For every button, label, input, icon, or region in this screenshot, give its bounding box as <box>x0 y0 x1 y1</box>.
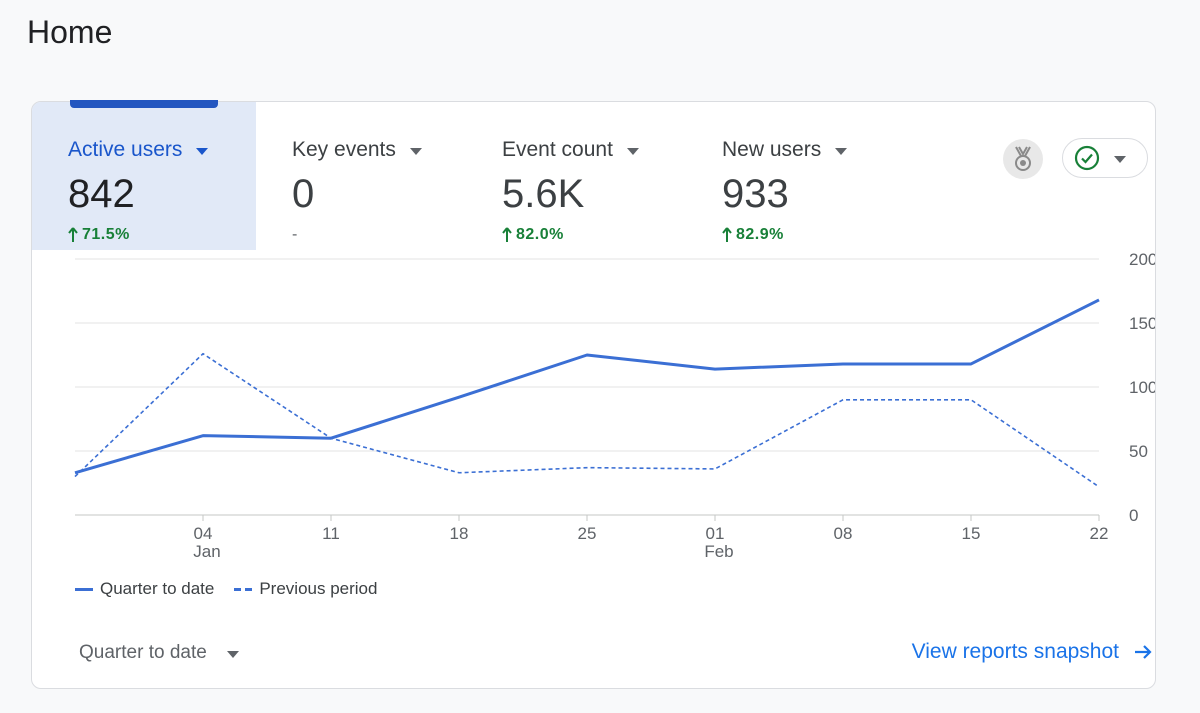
date-range-dropdown[interactable]: Quarter to date <box>79 642 239 664</box>
metric-tab-active-users[interactable]: Active users 842 71.5% <box>32 100 256 250</box>
x-tick-sublabel: Feb <box>704 542 733 561</box>
chart-grid <box>75 258 1099 516</box>
chevron-down-icon <box>196 147 209 155</box>
metric-tab-new-users[interactable]: New users 933 82.9% <box>686 102 906 250</box>
y-axis: 0 50 100 150 200 <box>1129 250 1155 525</box>
arrow-right-icon <box>1135 645 1152 659</box>
metric-change-text: 82.9% <box>736 226 784 243</box>
x-tick-label: 11 <box>322 524 340 543</box>
legend-label: Previous period <box>259 579 378 598</box>
metric-label-text: New users <box>722 138 822 161</box>
view-reports-snapshot-link[interactable]: View reports snapshot <box>853 640 1155 664</box>
x-tick-label: 04 <box>194 524 213 543</box>
x-tick-label: 15 <box>962 524 981 543</box>
series-line-previous-period <box>74 352 1100 488</box>
metric-label: New users <box>722 138 848 162</box>
series-line-quarter-to-date <box>74 298 1100 475</box>
metric-change: - <box>292 226 298 244</box>
metric-label: Active users <box>68 138 209 162</box>
metric-change-text: 82.0% <box>516 226 564 243</box>
metric-value: 0 <box>292 172 315 216</box>
active-tab-indicator <box>70 100 218 108</box>
legend-item-previous-period[interactable]: Previous period <box>234 579 377 599</box>
data-status-dropdown[interactable] <box>1062 138 1148 178</box>
chevron-down-icon <box>626 147 639 155</box>
metric-change-text: - <box>292 226 298 243</box>
legend-item-quarter-to-date[interactable]: Quarter to date <box>75 579 214 599</box>
chevron-down-icon <box>1114 155 1126 163</box>
arrow-up-icon <box>502 227 512 242</box>
chevron-down-icon <box>226 650 239 658</box>
arrow-up-icon <box>722 227 732 242</box>
metric-tab-event-count[interactable]: Event count 5.6K 82.0% <box>466 102 686 250</box>
metric-change: 71.5% <box>68 226 130 244</box>
arrow-up-icon <box>68 227 78 242</box>
x-tick-sublabel: Jan <box>193 542 220 561</box>
medal-icon <box>1015 146 1031 171</box>
chevron-down-icon <box>409 147 422 155</box>
metric-tab-key-events[interactable]: Key events 0 - <box>256 102 466 250</box>
x-tick-label: 01 <box>706 524 725 543</box>
metric-value: 5.6K <box>502 172 585 216</box>
metric-label-text: Key events <box>292 138 396 161</box>
metric-label-text: Active users <box>68 138 183 161</box>
metric-label-text: Event count <box>502 138 613 161</box>
legend-swatch-dashed <box>234 587 253 591</box>
y-tick-label: 50 <box>1129 442 1148 461</box>
x-tick-label: 25 <box>578 524 597 543</box>
metric-label: Key events <box>292 138 422 162</box>
y-tick-label: 0 <box>1129 506 1138 525</box>
metric-change-text: 71.5% <box>82 226 130 243</box>
y-tick-label: 150 <box>1129 314 1155 333</box>
y-tick-label: 100 <box>1129 378 1155 397</box>
chevron-down-icon <box>835 147 848 155</box>
x-tick-label: 08 <box>834 524 853 543</box>
x-tick-label: 22 <box>1090 524 1109 543</box>
metric-value: 933 <box>722 172 789 216</box>
metric-change: 82.9% <box>722 226 784 244</box>
metric-label: Event count <box>502 138 639 162</box>
page-title: Home <box>27 14 113 50</box>
x-tick-label: 18 <box>450 524 469 543</box>
legend-label: Quarter to date <box>100 579 215 598</box>
metric-change: 82.0% <box>502 226 564 244</box>
check-circle-icon <box>1074 145 1100 171</box>
y-tick-label: 200 <box>1129 250 1155 269</box>
chart-series <box>74 298 1100 488</box>
legend-swatch-solid <box>75 587 93 591</box>
metric-value: 842 <box>68 172 135 216</box>
overview-card: Active users 842 71.5% Key events 0 - Ev… <box>31 100 1156 689</box>
date-range-label: Quarter to date <box>79 642 207 663</box>
snapshot-link-label: View reports snapshot <box>911 640 1119 663</box>
insights-button[interactable] <box>1003 139 1043 179</box>
chart-legend: Quarter to date Previous period <box>75 579 387 599</box>
